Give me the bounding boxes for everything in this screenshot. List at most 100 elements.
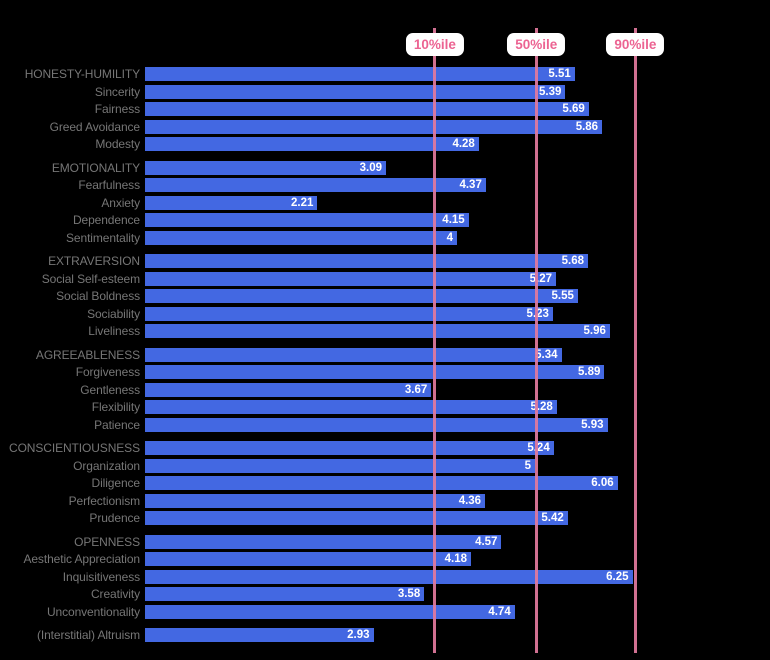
score-bar: 3.09 [145, 160, 387, 175]
trait-group: OPENNESS 4.57 Aesthetic Appreciation 4.18 In… [0, 534, 633, 623]
score-value: 5.51 [548, 68, 571, 80]
bar-row: Inquisitiveness 6.25 [0, 569, 633, 588]
facet-label: (Interstitial) Altruism [36, 628, 140, 642]
bar-row: Unconventionality 4.74 [0, 604, 633, 623]
score-value: 5.55 [551, 290, 574, 302]
bar-row: Liveliness 5.96 [0, 324, 633, 342]
facet-label: Prudence [89, 511, 140, 525]
bar-row: CONSCIENTIOUSNESS 5.24 [0, 441, 633, 459]
score-bar: 4.37 [145, 178, 486, 192]
bar-row: Gentleness 3.67 [0, 382, 633, 401]
bar-row: EMOTIONALITY 3.09 [0, 160, 633, 179]
score-value: 4.57 [475, 535, 498, 548]
bar-row: Fairness 5.69 [0, 102, 633, 120]
percentile-line [633, 28, 637, 653]
facet-label: Sentimentality [66, 230, 140, 245]
score-bar: 5 [145, 458, 535, 473]
bar-row: Patience 5.93 [0, 417, 633, 436]
score-value: 5.96 [583, 325, 606, 337]
score-bar: 4.28 [145, 137, 479, 151]
facet-label: Modesty [95, 137, 140, 151]
facet-label: Dependence [72, 213, 140, 227]
bar-row: Prudence 5.42 [0, 511, 633, 529]
facet-label: Fairness [94, 102, 140, 116]
trait-group: CONSCIENTIOUSNESS 5.24 Organization 5 Dilige… [0, 441, 633, 529]
trait-label: OPENNESS [74, 534, 140, 549]
facet-label: Social Boldness [56, 289, 140, 303]
facet-label: Greed Avoidance [49, 119, 140, 134]
trait-label: CONSCIENTIOUSNESS [9, 441, 140, 455]
facet-label: Social Self-esteem [41, 271, 140, 286]
score-value: 5 [524, 459, 531, 472]
score-bar: 4.36 [145, 493, 486, 508]
facet-label: Inquisitiveness [62, 569, 140, 584]
facet-label: Flexibility [91, 400, 140, 414]
score-value: 2.93 [347, 629, 370, 641]
facet-label: Forgiveness [75, 365, 140, 379]
trait-group: AGREEABLENESS 5.34 Forgiveness 5.89 Gentlene… [0, 347, 633, 436]
score-value: 5.69 [562, 103, 585, 115]
facet-label: Anxiety [101, 195, 140, 210]
bar-row: Diligence 6.06 [0, 476, 633, 494]
score-bar: 5.86 [145, 119, 603, 134]
score-value: 6.25 [606, 570, 629, 583]
score-bar: 5.28 [145, 400, 557, 414]
score-value: 4.37 [459, 179, 482, 191]
score-bar: 5.68 [145, 254, 589, 268]
score-bar: 5.39 [145, 84, 566, 99]
score-value: 4.36 [458, 494, 482, 507]
facet-label: Sociability [87, 306, 140, 321]
score-bar: 5.96 [145, 324, 610, 338]
facet-label: Perfectionism [68, 493, 141, 508]
score-bar: 4.57 [145, 534, 502, 549]
score-bar: 2.21 [145, 195, 318, 210]
score-value: 3.67 [404, 383, 428, 396]
score-value: 5.42 [541, 512, 564, 524]
score-bar: 6.06 [145, 476, 618, 490]
score-value: 4.28 [452, 138, 475, 150]
score-bar: 4.74 [145, 604, 515, 619]
score-bar: 5.51 [145, 67, 575, 81]
bar-row: Fearfulness 4.37 [0, 178, 633, 196]
facet-label: Aesthetic Appreciation [23, 552, 140, 566]
score-value: 4.74 [488, 605, 511, 618]
score-bar: 5.55 [145, 289, 578, 303]
score-bar: 4.15 [145, 213, 469, 227]
score-bar: 5.34 [145, 347, 562, 362]
score-bar: 2.93 [145, 628, 374, 642]
bar-row: Aesthetic Appreciation 4.18 [0, 552, 633, 570]
bar-row: HONESTY-HUMILITY 5.51 [0, 67, 633, 85]
facet-label: Patience [94, 417, 140, 432]
score-bar: 5.93 [145, 417, 608, 432]
facet-label: Gentleness [80, 382, 140, 397]
bar-row: Modesty 4.28 [0, 137, 633, 155]
trait-group: (Interstitial) Altruism 2.93 [0, 628, 633, 646]
bar-row: (Interstitial) Altruism 2.93 [0, 628, 633, 646]
score-bar: 6.25 [145, 569, 633, 584]
facet-label: Fearfulness [78, 178, 140, 192]
bar-row: Perfectionism 4.36 [0, 493, 633, 512]
bar-row: Social Self-esteem 5.27 [0, 271, 633, 290]
score-value: 4 [446, 231, 453, 244]
score-value: 5.23 [527, 307, 553, 321]
score-bar: 5.27 [145, 271, 557, 286]
percentile-label: 90%ile [606, 33, 665, 56]
facet-label: Liveliness [88, 324, 140, 338]
trait-label: EXTRAVERSION [48, 254, 140, 268]
score-value: 5.68 [561, 255, 585, 267]
score-value: 5.27 [529, 272, 553, 285]
score-value: 4.15 [442, 214, 465, 226]
score-value: 5.89 [578, 366, 601, 378]
bar-row: AGREEABLENESS 5.34 [0, 347, 633, 366]
bar-row: Creativity 3.58 [0, 587, 633, 605]
bar-row: Flexibility 5.28 [0, 400, 633, 418]
score-bar: 4 [145, 230, 457, 245]
bar-row: Sociability 5.23 [0, 306, 633, 325]
score-value: 5.34 [535, 348, 558, 361]
score-bar: 4.18 [145, 552, 472, 566]
trait-group: HONESTY-HUMILITY 5.51 Sincerity 5.39 Fairnes… [0, 67, 633, 155]
score-value: 6.06 [591, 477, 614, 489]
score-value: 3.58 [397, 588, 421, 600]
score-bar: 5.69 [145, 102, 589, 116]
